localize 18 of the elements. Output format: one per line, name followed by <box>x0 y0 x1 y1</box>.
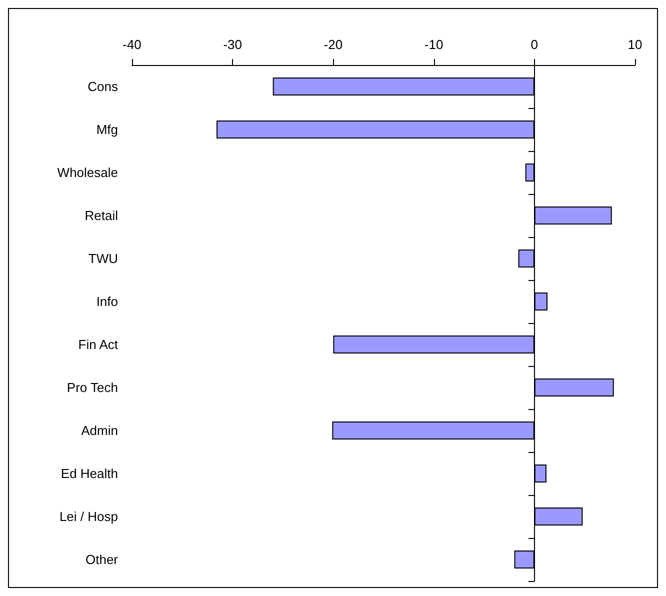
x-tick-label: 0 <box>530 37 538 52</box>
y-tick-label: TWU <box>88 251 118 266</box>
y-tick-label: Lei / Hosp <box>59 509 118 524</box>
y-tick-label: Fin Act <box>78 337 118 352</box>
y-tick-label: Retail <box>84 208 118 223</box>
x-tick-label: 10 <box>628 37 642 52</box>
x-tick-label: -10 <box>424 37 444 52</box>
y-tick-label: Wholesale <box>57 165 118 180</box>
y-tick-label: Other <box>85 552 119 567</box>
x-tick-label: -20 <box>324 37 343 52</box>
y-tick-label: Cons <box>88 79 118 94</box>
y-tick-label: Mfg <box>96 122 118 137</box>
y-tick-label: Pro Tech <box>66 380 118 395</box>
y-tick-label: Info <box>96 294 118 309</box>
x-tick-label: -30 <box>223 37 242 52</box>
y-tick-label: Ed Health <box>60 466 118 481</box>
y-tick-label: Admin <box>81 423 118 438</box>
x-tick-label: -40 <box>122 37 142 52</box>
